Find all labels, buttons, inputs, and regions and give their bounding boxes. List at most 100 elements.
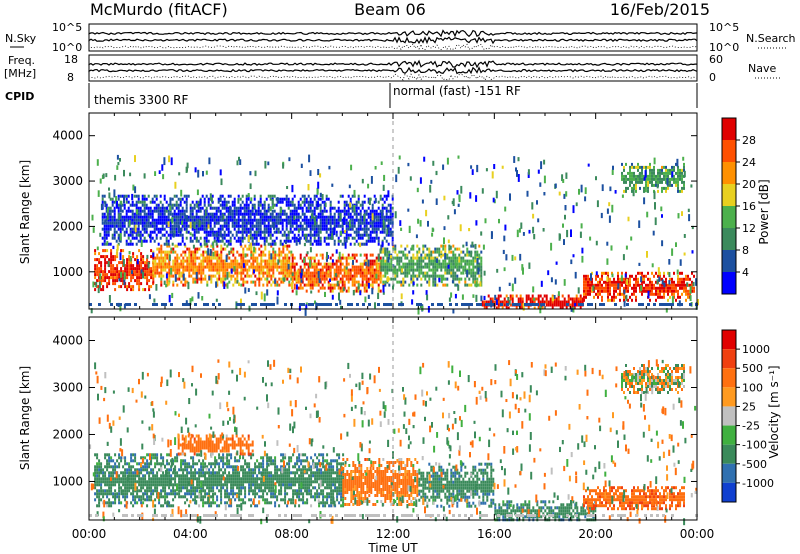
power-cell-2185 bbox=[683, 277, 685, 281]
power-speck-542 bbox=[345, 266, 348, 270]
power-floor-116 bbox=[116, 303, 119, 306]
power-cell-1864 bbox=[573, 306, 576, 310]
power-cell-711 bbox=[258, 253, 261, 257]
power-cell-2105 bbox=[655, 298, 657, 302]
power-cell-2932 bbox=[195, 239, 198, 243]
power-cell-1228 bbox=[375, 256, 378, 260]
power-cell-3497 bbox=[297, 215, 300, 219]
velocity-cell-1 bbox=[94, 465, 97, 469]
power-cell-2112 bbox=[659, 271, 661, 275]
power-cell-1478 bbox=[430, 256, 433, 260]
power-cell-554 bbox=[220, 256, 223, 260]
power-cell-2247 bbox=[631, 180, 633, 184]
power-cell-2188 bbox=[683, 286, 685, 290]
power-cell-3577 bbox=[311, 242, 314, 246]
power-cell-632 bbox=[238, 271, 241, 275]
power-cell-2772 bbox=[165, 236, 168, 240]
power-cell-2868 bbox=[183, 212, 186, 216]
power-cell-327 bbox=[168, 262, 171, 266]
power-cell-2435 bbox=[103, 242, 106, 246]
power-speck-188 bbox=[661, 240, 664, 247]
power-cell-1702 bbox=[478, 283, 481, 287]
power-cell-1280 bbox=[384, 265, 387, 269]
velocity-cell-40 bbox=[100, 462, 103, 466]
power-cell-934 bbox=[307, 265, 310, 269]
power-speck-86 bbox=[514, 256, 517, 261]
power-cell-858 bbox=[288, 274, 291, 278]
power-cell-2269 bbox=[639, 165, 641, 169]
power-cell-1776 bbox=[521, 300, 524, 304]
power-cell-2899 bbox=[189, 236, 192, 240]
power-cell-1154 bbox=[359, 253, 362, 257]
power-cell-2368 bbox=[671, 165, 673, 169]
power-cell-3825 bbox=[359, 218, 362, 222]
power-cell-2874 bbox=[185, 194, 188, 198]
power-cell-3041 bbox=[217, 197, 220, 201]
power-cell-562 bbox=[222, 259, 225, 263]
power-cell-2332 bbox=[659, 171, 661, 175]
power-cell-2495 bbox=[115, 230, 118, 234]
power-cell-3073 bbox=[221, 227, 224, 231]
velocity-cell-7 bbox=[94, 483, 97, 487]
power-speck-36 bbox=[440, 275, 443, 284]
power-speck-251 bbox=[448, 297, 451, 302]
power-cell-3126 bbox=[231, 209, 234, 213]
velocity-cell-114 bbox=[112, 465, 115, 469]
power-cell-1796 bbox=[533, 306, 536, 310]
power-cell-2973 bbox=[203, 236, 206, 240]
power-cell-3401 bbox=[279, 212, 282, 216]
power-cell-665 bbox=[246, 259, 249, 263]
power-cell-1749 bbox=[503, 303, 506, 307]
power-speck-411 bbox=[186, 162, 189, 169]
power-cell-603 bbox=[232, 247, 235, 251]
power-cell-3886 bbox=[371, 206, 374, 210]
power-cell-2620 bbox=[137, 233, 140, 237]
power-floor-323 bbox=[323, 303, 326, 306]
power-cell-1336 bbox=[396, 280, 399, 284]
power-cell-544 bbox=[218, 262, 221, 266]
power-cell-3085 bbox=[223, 230, 226, 234]
power-cell-300 bbox=[162, 259, 165, 263]
power-cell-625 bbox=[236, 271, 239, 275]
power-cell-2890 bbox=[187, 224, 190, 228]
power-cell-309 bbox=[164, 262, 167, 266]
power-cell-2518 bbox=[119, 224, 122, 228]
power-speck-589 bbox=[574, 303, 577, 307]
power-speck-557 bbox=[596, 200, 599, 208]
power-cell-1614 bbox=[458, 277, 461, 281]
power-speck-336 bbox=[481, 188, 484, 194]
power-cell-1483 bbox=[432, 250, 435, 254]
power-cell-9 bbox=[94, 288, 97, 292]
power-cell-3181 bbox=[241, 215, 244, 219]
power-speck-531 bbox=[359, 290, 362, 296]
power-speck-322 bbox=[282, 163, 285, 169]
power-cell-1826 bbox=[551, 306, 554, 310]
power-speck-636 bbox=[228, 250, 231, 255]
power-cell-2110 bbox=[657, 292, 659, 296]
power-cell-2321 bbox=[655, 177, 657, 181]
power-speck-222 bbox=[317, 271, 320, 279]
power-cell-2957 bbox=[201, 215, 204, 219]
power-cell-3204 bbox=[245, 203, 248, 207]
power-speck-419 bbox=[432, 160, 435, 166]
power-speck-199 bbox=[153, 298, 156, 303]
power-cell-974 bbox=[315, 271, 318, 275]
power-cell-2498 bbox=[117, 197, 120, 201]
power-cell-2638 bbox=[141, 215, 144, 219]
power-cell-522 bbox=[214, 250, 217, 254]
power-cell-2595 bbox=[135, 200, 138, 204]
power-cell-190 bbox=[138, 270, 141, 274]
power-speck-647 bbox=[676, 269, 679, 275]
power-cell-420 bbox=[190, 259, 193, 263]
power-cell-2538 bbox=[123, 230, 126, 234]
power-cell-3080 bbox=[223, 206, 226, 210]
velocity-cell-32 bbox=[98, 480, 101, 484]
power-cell-3052 bbox=[217, 239, 220, 243]
power-cell-3180 bbox=[241, 212, 244, 216]
power-cell-813 bbox=[280, 268, 283, 272]
power-cell-3560 bbox=[309, 224, 312, 228]
power-cell-853 bbox=[288, 259, 291, 263]
power-speck-639 bbox=[102, 173, 105, 179]
power-cell-3542 bbox=[307, 194, 310, 198]
power-cell-823 bbox=[282, 265, 285, 269]
